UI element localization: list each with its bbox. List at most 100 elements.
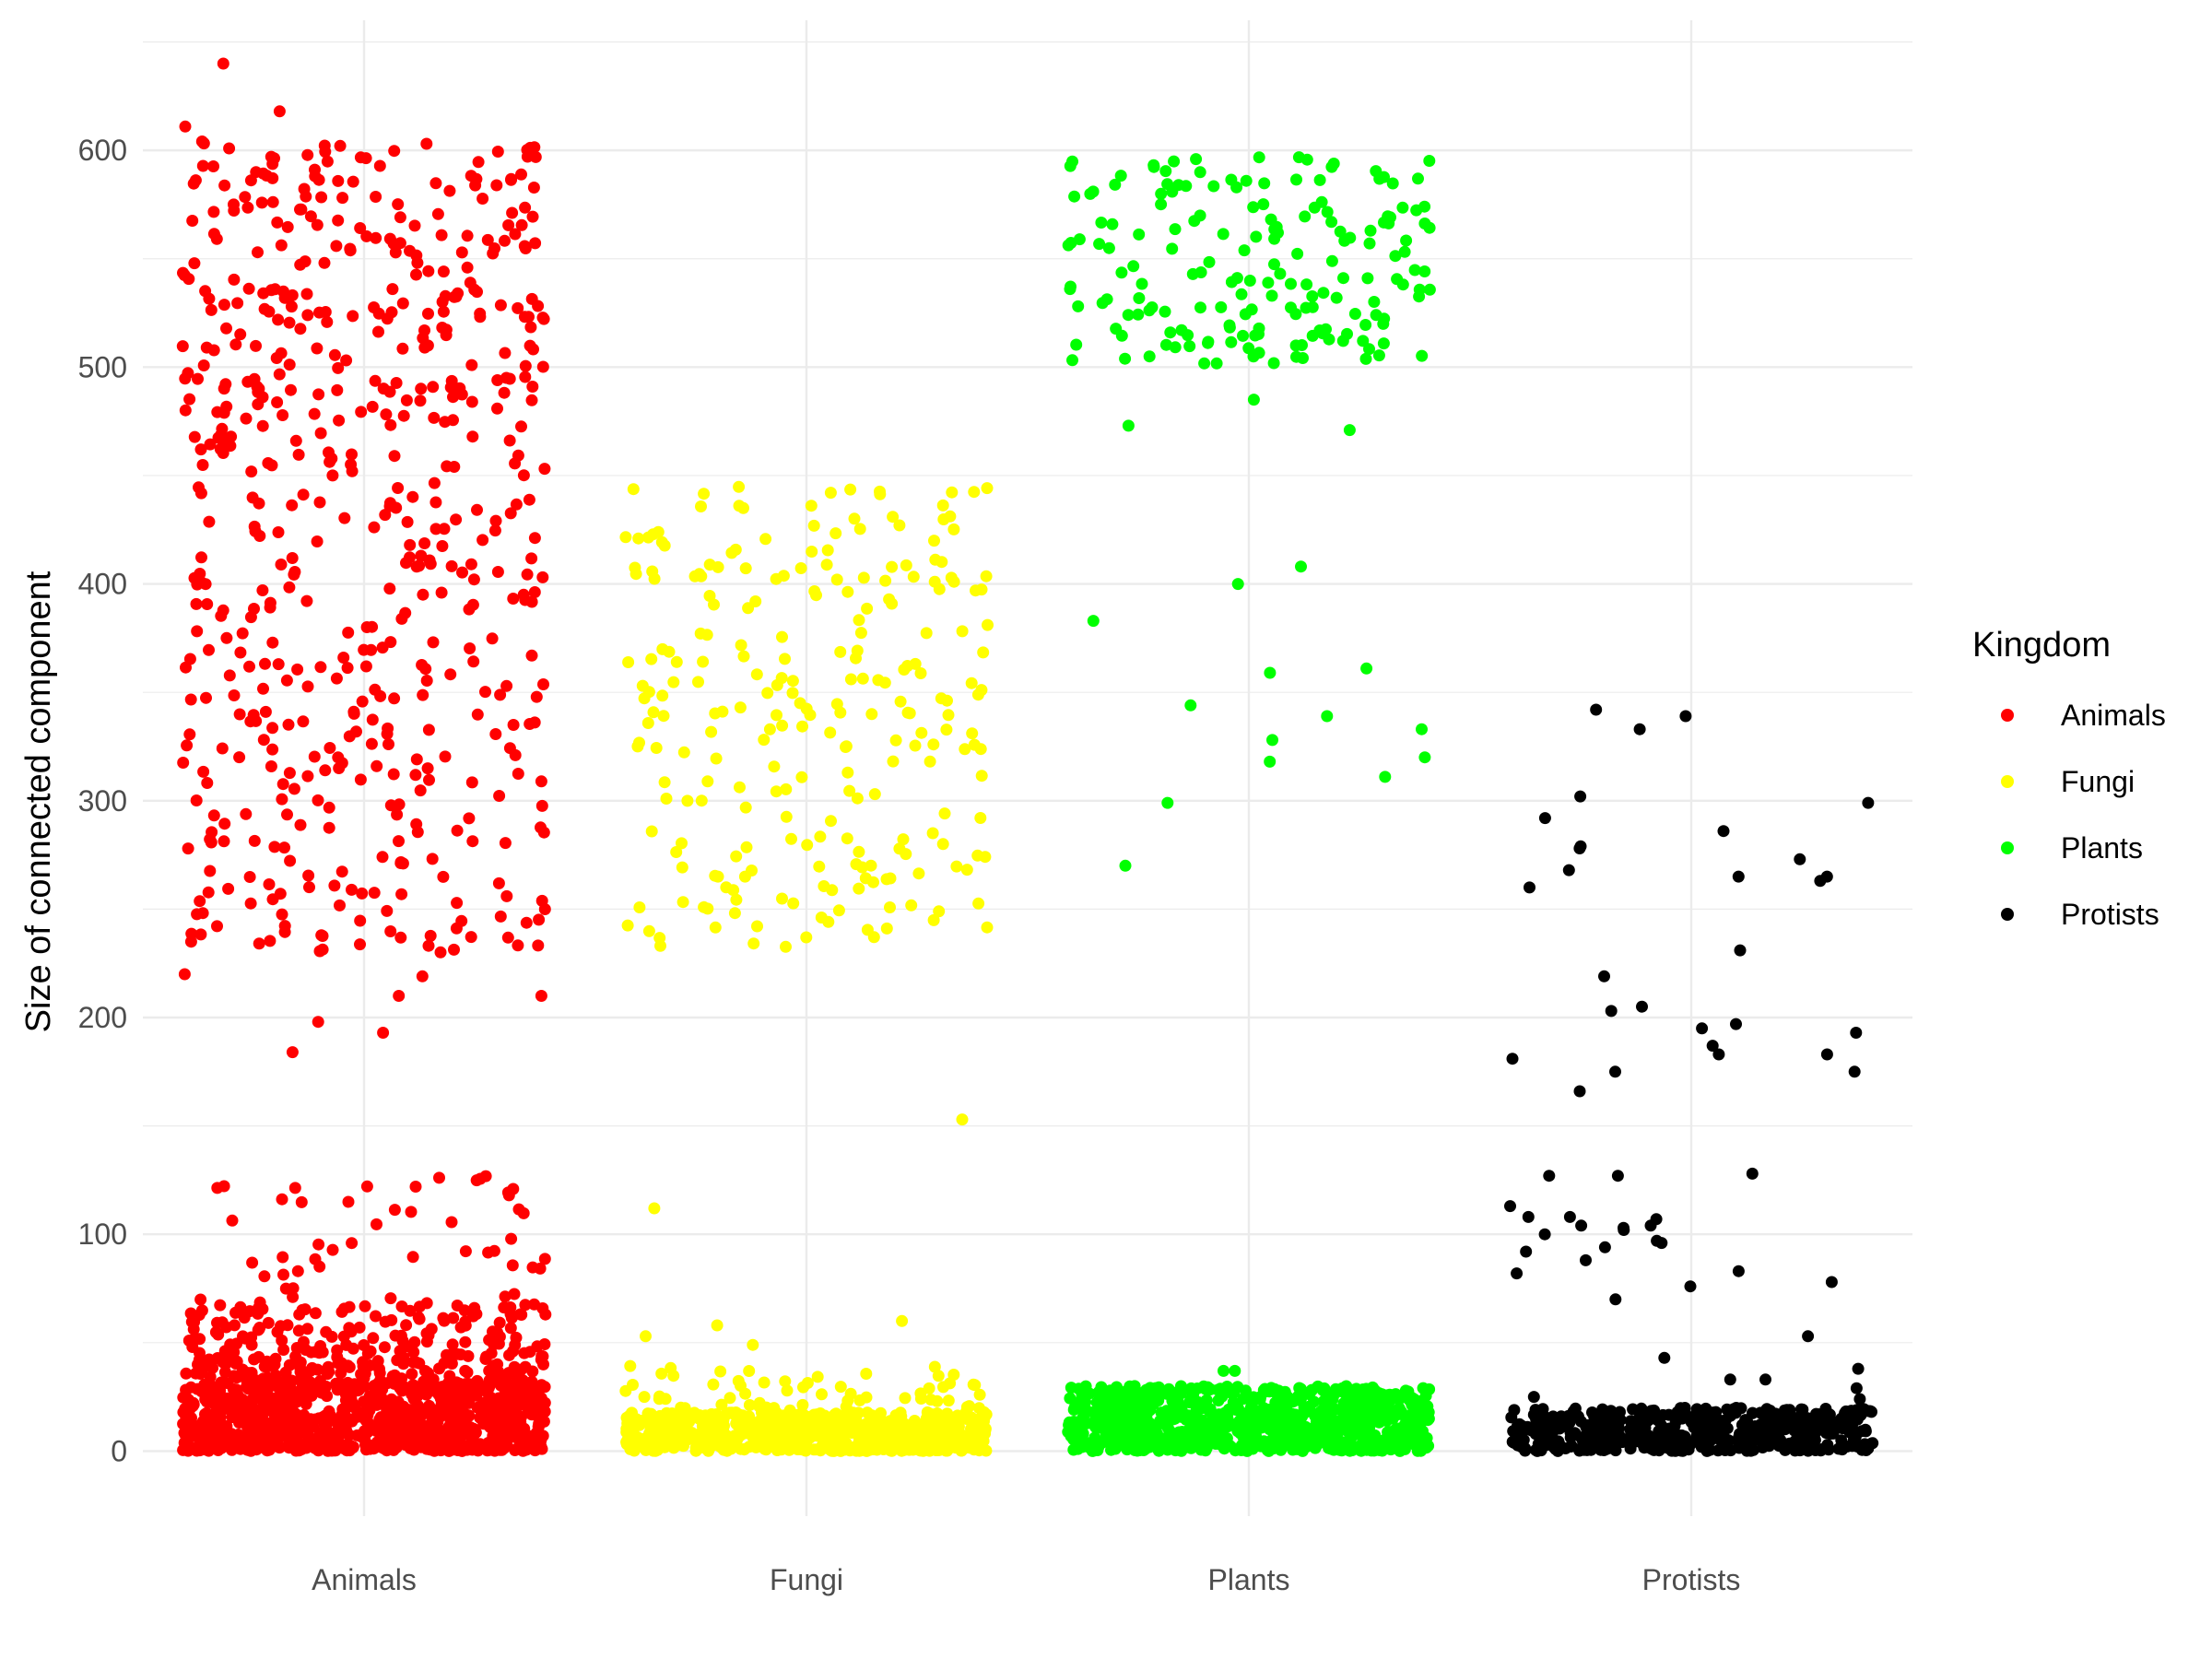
data-point xyxy=(215,609,228,622)
data-point xyxy=(276,1379,289,1392)
data-point xyxy=(907,571,920,583)
data-point xyxy=(395,612,408,625)
data-point xyxy=(1277,1436,1289,1448)
data-point xyxy=(275,1429,288,1441)
legend-item-protists: Protists xyxy=(2001,898,2159,931)
data-point xyxy=(806,546,818,558)
data-point xyxy=(323,821,335,834)
data-point xyxy=(530,1402,543,1415)
data-point xyxy=(312,1363,324,1376)
data-point xyxy=(621,919,634,932)
data-point xyxy=(356,695,369,708)
data-point xyxy=(276,1395,288,1408)
data-point xyxy=(1166,1436,1179,1449)
data-point xyxy=(204,865,217,877)
data-point xyxy=(502,1189,515,1202)
data-point xyxy=(515,218,528,231)
data-point xyxy=(325,1330,338,1343)
data-point xyxy=(379,509,392,522)
data-point xyxy=(288,568,300,581)
data-point xyxy=(1100,1399,1112,1412)
data-point xyxy=(1155,198,1168,211)
data-point xyxy=(394,237,406,250)
data-point xyxy=(448,943,460,956)
data-point xyxy=(1150,1428,1163,1440)
data-point xyxy=(407,1356,420,1369)
data-point xyxy=(289,434,302,447)
data-point xyxy=(458,1304,471,1317)
data-point xyxy=(388,692,401,705)
data-point xyxy=(1605,1005,1618,1018)
data-point xyxy=(397,409,410,422)
data-point xyxy=(252,385,265,398)
data-point xyxy=(1265,289,1278,302)
data-point xyxy=(1096,297,1109,310)
data-point xyxy=(400,1319,413,1332)
data-point xyxy=(1366,1381,1379,1394)
data-point xyxy=(759,533,772,546)
data-point xyxy=(321,155,334,168)
data-point xyxy=(1147,160,1160,173)
data-point xyxy=(867,1428,880,1441)
data-point xyxy=(321,1390,334,1403)
data-point xyxy=(776,719,789,732)
data-point xyxy=(461,1366,474,1379)
data-point xyxy=(423,773,435,786)
data-point xyxy=(853,614,865,627)
data-point xyxy=(972,1402,985,1415)
data-point xyxy=(738,1442,750,1455)
data-point xyxy=(1239,308,1252,321)
data-point xyxy=(236,627,249,640)
data-point xyxy=(301,309,314,322)
data-point xyxy=(183,653,196,665)
data-point xyxy=(1696,1022,1709,1035)
data-point xyxy=(234,328,247,341)
data-point xyxy=(1398,245,1411,258)
data-point xyxy=(739,1387,752,1400)
data-point xyxy=(466,835,479,848)
data-point xyxy=(444,668,457,681)
data-point xyxy=(840,740,853,753)
data-point xyxy=(931,1394,944,1407)
data-point xyxy=(1573,842,1586,854)
data-point xyxy=(312,173,325,186)
data-point xyxy=(536,571,549,583)
data-point xyxy=(278,291,291,304)
data-point xyxy=(1192,1428,1205,1441)
data-point xyxy=(491,1403,504,1416)
y-tick-label: 500 xyxy=(78,350,127,383)
data-point xyxy=(648,572,661,585)
data-point xyxy=(912,867,925,880)
data-point xyxy=(1194,301,1206,314)
data-point xyxy=(429,523,442,535)
data-point xyxy=(426,853,439,865)
data-point xyxy=(500,679,513,692)
data-point xyxy=(527,343,539,356)
data-point xyxy=(360,621,373,633)
data-point xyxy=(386,283,399,296)
data-point xyxy=(319,1409,332,1422)
data-point xyxy=(512,1415,524,1428)
data-point xyxy=(488,1373,500,1386)
data-point xyxy=(358,1412,371,1425)
data-point xyxy=(1295,560,1307,573)
data-point xyxy=(354,914,367,927)
data-point xyxy=(233,751,246,764)
data-point xyxy=(392,482,405,494)
data-point xyxy=(1679,710,1692,723)
data-point xyxy=(697,655,710,668)
data-point xyxy=(433,1171,445,1184)
data-point xyxy=(1220,1432,1233,1445)
data-point xyxy=(672,1439,685,1452)
data-point xyxy=(359,1300,371,1312)
data-point xyxy=(959,1441,971,1454)
data-point xyxy=(853,845,865,858)
data-point xyxy=(459,1335,472,1348)
data-point xyxy=(758,734,771,747)
data-point xyxy=(515,1425,528,1438)
data-point xyxy=(346,465,359,477)
data-point xyxy=(815,912,828,924)
data-point xyxy=(1706,1040,1719,1053)
data-point xyxy=(222,882,235,895)
data-point xyxy=(1316,327,1329,340)
